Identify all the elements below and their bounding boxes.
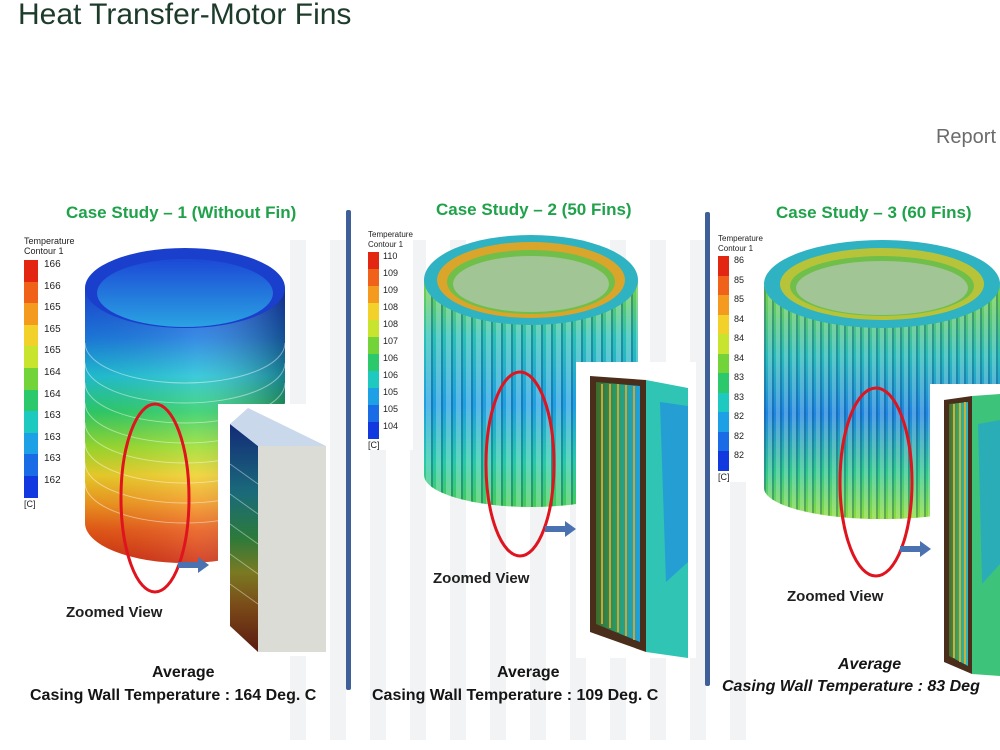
case-2-arrow-icon: [545, 521, 576, 537]
case-1-legend: Temperature Contour 1 166 166 165 165 16…: [24, 236, 75, 509]
legend-scale: 110 109 109 108 108 107 106 106 105 105 …: [368, 251, 413, 439]
legend-value: 104: [383, 421, 399, 431]
legend-value: 163: [44, 410, 61, 422]
legend-value: 109: [383, 268, 399, 278]
case-3-casing-label: Casing Wall Temperature : 83 Deg: [722, 678, 980, 695]
legend-value: 110: [383, 251, 398, 261]
legend-title: Temperature: [368, 230, 413, 239]
legend-value: 108: [383, 302, 399, 312]
case-2-zoom-label: Zoomed View: [433, 570, 530, 587]
legend-value: 165: [44, 345, 61, 357]
legend-value: 162: [44, 474, 61, 486]
case-1-arrow-icon: [178, 557, 209, 573]
legend-subtitle: Contour 1: [368, 240, 404, 249]
legend-subtitle: Contour 1: [24, 246, 64, 256]
panel-divider-1: [346, 210, 351, 690]
legend-unit: [C]: [368, 440, 380, 450]
case-2-average-label: Average: [497, 664, 560, 681]
legend-value: 107: [383, 336, 399, 346]
report-label[interactable]: Report: [935, 126, 996, 148]
legend-value: 108: [383, 319, 399, 329]
case-3-average-label: Average: [838, 656, 902, 673]
legend-value: 165: [44, 323, 61, 335]
legend-value: 84: [734, 313, 745, 324]
legend-unit: [C]: [718, 471, 730, 482]
legend-value: 82: [734, 450, 745, 460]
legend-value: 83: [734, 372, 745, 382]
case-1-casing-label: Casing Wall Temperature : 164 Deg. C: [30, 687, 317, 704]
page-title: Heat Transfer-Motor Fins: [18, 0, 352, 31]
case-2-highlight-ellipse: [484, 370, 556, 558]
case-2-cylinder-render: [424, 235, 638, 507]
legend-title: Temperature: [718, 234, 763, 243]
legend-value: 83: [734, 391, 745, 402]
legend-value: 105: [383, 387, 399, 397]
legend-value: 164: [44, 366, 61, 378]
legend-value: 105: [383, 404, 399, 414]
legend-value: 106: [383, 370, 399, 380]
case-3-highlight-ellipse: [838, 386, 914, 578]
legend-value: 106: [383, 353, 399, 363]
case-2-title: Case Study – 2 (50 Fins): [436, 200, 632, 219]
case-1-title: Case Study – 1 (Without Fin): [66, 203, 297, 222]
legend-value: 163: [44, 453, 61, 465]
legend-value: 109: [383, 285, 399, 295]
case-1-highlight-ellipse: [119, 402, 191, 594]
legend-value: 82: [734, 411, 745, 421]
legend-scale: 166 166 165 165 165 164 164 163 163 163 …: [24, 259, 75, 498]
case-2-legend: Temperature Contour 1 110 109 109 108 10…: [368, 230, 413, 450]
legend-value: 86: [734, 255, 745, 265]
legend-value: 82: [734, 430, 745, 441]
legend-value: 166: [44, 259, 61, 270]
case-2-zoom-inset: [576, 362, 696, 658]
legend-scale: 86 85 85 84 84 84 83 83 82 82 82: [718, 255, 763, 471]
case-3-zoom-label: Zoomed View: [787, 588, 884, 605]
case-1-zoom-inset: [218, 404, 330, 656]
legend-value: 166: [44, 280, 61, 292]
case-3-arrow-icon: [900, 541, 931, 557]
legend-value: 85: [734, 294, 745, 304]
legend-value: 163: [44, 431, 61, 443]
legend-value: 165: [44, 302, 61, 314]
legend-value: 84: [734, 333, 745, 343]
case-1-average-label: Average: [152, 664, 215, 681]
legend-value: 164: [44, 388, 61, 400]
legend-subtitle: Contour 1: [718, 244, 754, 253]
case-3-title: Case Study – 3 (60 Fins): [776, 203, 972, 222]
legend-unit: [C]: [24, 498, 36, 509]
case-3-legend: Temperature Contour 1 86 85 85 84 84 84 …: [718, 234, 763, 482]
legend-value: 85: [734, 274, 745, 285]
panel-divider-2: [705, 212, 710, 686]
legend-title: Temperature: [24, 236, 75, 246]
legend-value: 84: [734, 352, 745, 363]
case-2-casing-label: Casing Wall Temperature : 109 Deg. C: [372, 687, 659, 704]
case-1-zoom-label: Zoomed View: [66, 604, 163, 621]
case-3-zoom-inset: [930, 384, 1000, 676]
